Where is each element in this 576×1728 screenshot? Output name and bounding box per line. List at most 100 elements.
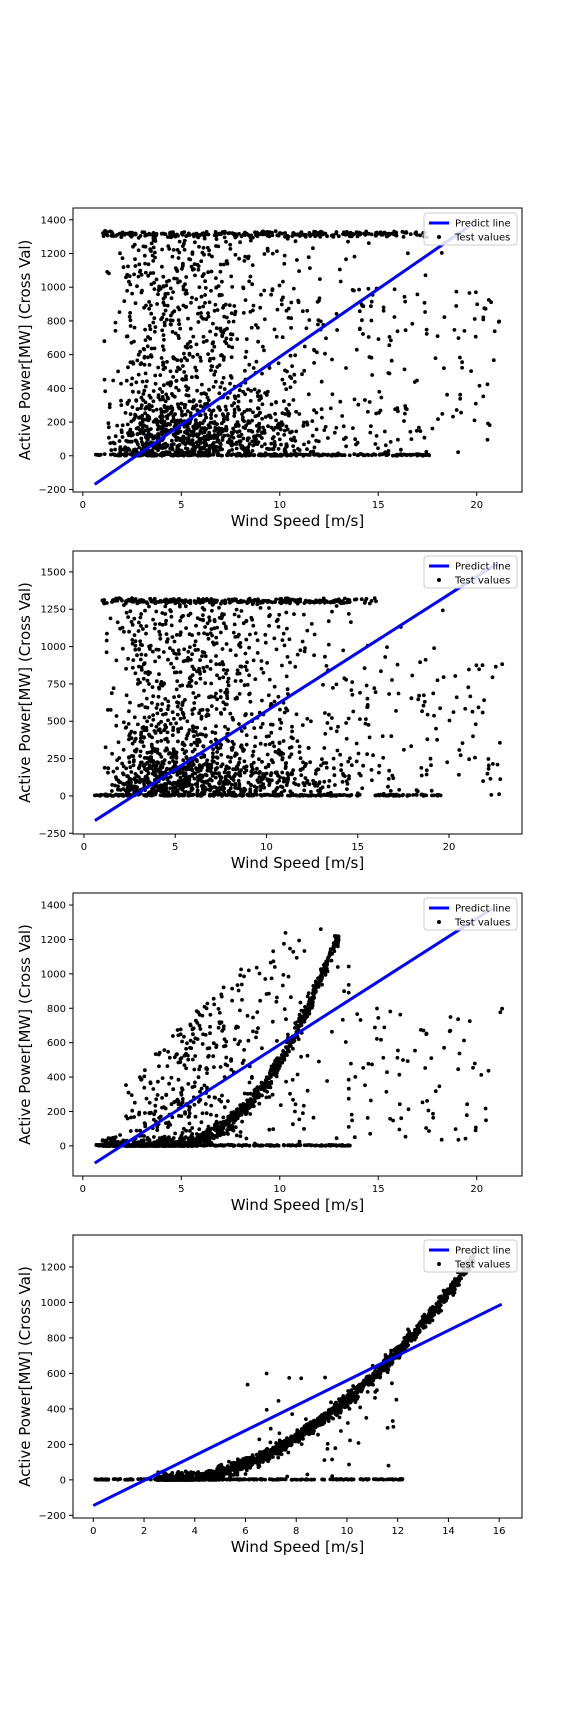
scatter-point [272,600,277,604]
scatter-point [245,1098,250,1103]
scatter-point [236,786,240,791]
scatter-point [281,779,286,784]
scatter-point [130,665,135,670]
scatter-point [192,734,196,739]
scatter-point [285,687,290,692]
scatter-point [137,416,141,420]
scatter-point [216,433,220,438]
scatter-point [469,369,473,373]
scatter-point [246,428,251,433]
scatter-point [161,409,165,414]
scatter-point [168,318,173,323]
scatter-point [344,257,348,262]
scatter-point [151,259,156,263]
scatter-point [491,762,495,766]
scatter-point [211,321,215,326]
predict-line [93,225,470,486]
scatter-point [451,414,455,419]
scatter-point [239,432,244,437]
scatter-point [260,402,265,407]
scatter-point [181,377,185,382]
scatter-point [194,297,199,302]
scatter-point [395,662,400,667]
chart-panel-1: 0 5 10 15 20−2000200400600800100012001400Win… [16,207,523,530]
scatter-point [353,437,358,442]
scatter-point [335,328,339,332]
scatter-point [174,721,179,726]
scatter-point [156,395,161,400]
scatter-point [481,315,486,320]
scatter-point [142,661,147,666]
scatter-point [166,718,170,723]
scatter-point [303,599,308,603]
scatter-point [215,761,220,766]
scatter-point [217,605,221,610]
scatter-point [354,597,359,602]
scatter-point [466,685,471,690]
scatter-point [178,716,183,721]
scatter-point [302,368,307,373]
scatter-point [141,725,146,729]
scatter-point [432,713,436,718]
scatter-point [210,759,215,763]
scatter-point [113,320,118,325]
scatter-point [251,303,256,308]
scatter-point [295,1034,300,1039]
scatter-point [124,725,129,730]
scatter-point [115,766,119,771]
scatter-point [404,453,409,458]
scatter-point [294,793,298,798]
scatter-point [155,302,160,306]
scatter-point [174,656,179,661]
scatter-point [153,731,158,735]
scatter-point [161,284,166,289]
scatter-point [293,239,298,244]
scatter-point [230,448,235,452]
scatter-point [250,429,255,434]
scatter-point [162,320,167,325]
scatter-point [192,262,197,267]
scatter-point [225,315,229,320]
scatter-point [204,773,209,778]
scatter-point [196,631,201,636]
scatter-point [228,247,233,251]
scatter-point [147,323,152,328]
scatter-point [490,675,495,680]
scatter-point [136,274,141,279]
scatter-point [305,447,309,452]
scatter-point [239,744,243,749]
scatter-point [158,786,163,791]
scatter-point [113,328,118,333]
scatter-point [334,231,339,236]
scatter-point [486,763,491,768]
scatter-point [145,705,150,710]
scatter-point [291,1038,296,1042]
scatter-point [214,414,218,418]
scatter-point [159,708,163,712]
scatter-point [139,290,144,295]
scatter-point [420,709,424,714]
scatter-point [143,371,148,376]
scatter-point [126,722,131,726]
scatter-point [295,258,299,262]
scatter-point [148,395,153,400]
scatter-point [204,733,208,738]
scatter-point [171,759,175,763]
scatter-point [166,396,171,401]
scatter-point [138,763,142,768]
scatter-point [152,316,157,321]
scatter-point [239,729,244,733]
scatter-point [147,644,152,649]
scatter-point [144,696,149,701]
scatter-point [243,392,248,397]
scatter-point [186,793,191,798]
scatter-point [171,290,176,294]
scatter-point [232,429,237,433]
scatter-point [366,723,371,727]
scatter-point [219,353,223,358]
scatter-point [175,232,180,237]
scatter-point [184,755,189,759]
scatter-point [312,632,317,637]
scatter-point [206,713,211,718]
scatter-point [322,428,327,432]
